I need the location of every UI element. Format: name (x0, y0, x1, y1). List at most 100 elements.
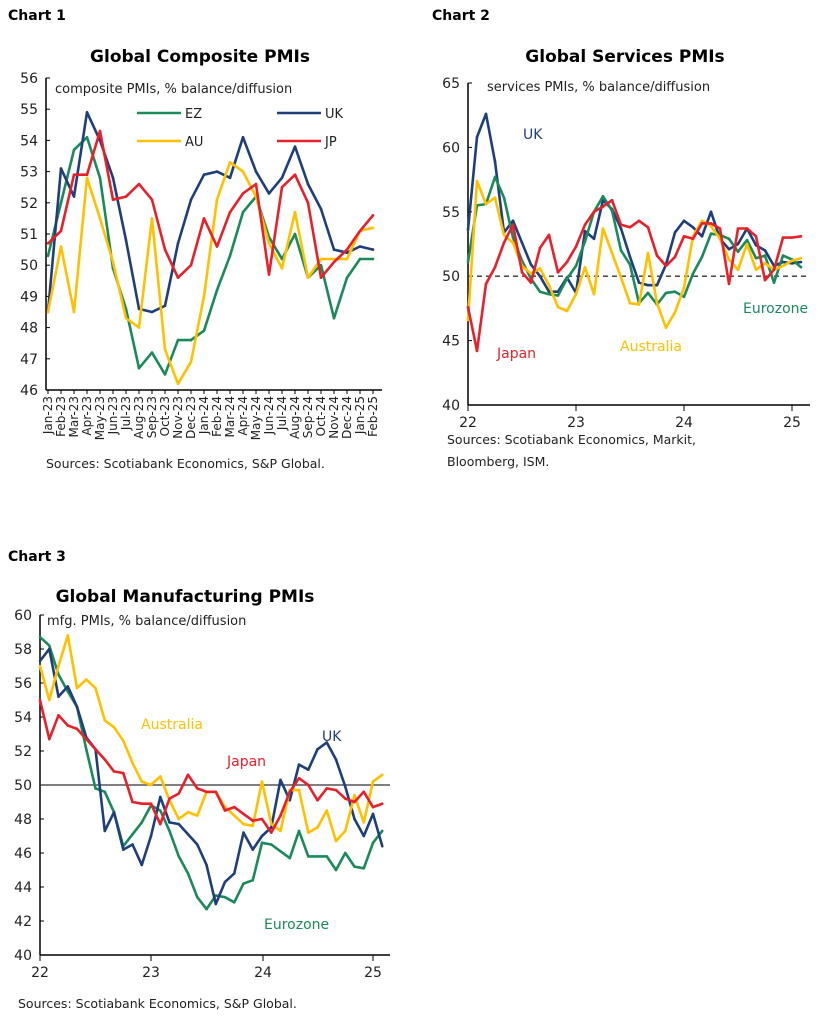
data-point-uk (267, 192, 271, 195)
source-note: Sources: Scotiabank Economics, S&P Globa… (46, 456, 325, 471)
x-tick-label: Jul-24 (275, 396, 289, 431)
data-point-japan (619, 223, 623, 226)
data-point-uk (57, 695, 60, 698)
data-point-uk (288, 799, 292, 802)
data-point-australia (84, 678, 88, 681)
series-line-uk (466, 112, 802, 295)
data-point-japan (655, 254, 659, 257)
data-point-eurozone (103, 790, 107, 794)
data-point-eurozone (763, 254, 767, 257)
data-point-eurozone (316, 855, 319, 858)
data-point-australia (380, 773, 384, 777)
data-point-japan (673, 255, 677, 259)
data-point-uk (202, 173, 206, 177)
x-tick-label: Mar-24 (223, 396, 237, 437)
data-point-japan (57, 714, 60, 717)
y-tick-label: 46 (20, 383, 38, 399)
y-tick-label: 54 (14, 710, 32, 726)
data-point-uk (306, 768, 310, 771)
data-point-eurozone (565, 277, 569, 281)
data-point-uk (345, 251, 349, 255)
chart-number-label: Chart 2 (432, 8, 490, 24)
data-point-australia (66, 634, 70, 637)
data-point-uk (269, 826, 273, 829)
data-point-australia (619, 276, 623, 279)
data-point-eurozone (673, 290, 677, 293)
data-point-uk (176, 242, 180, 245)
data-point-australia (538, 267, 542, 270)
data-point-japan (297, 776, 301, 780)
chart-title: Global Manufacturing PMIs (56, 587, 315, 607)
legend-label: JP (324, 135, 337, 150)
data-point-uk (646, 283, 650, 287)
x-tick-label: 23 (567, 415, 585, 431)
data-point-jp (215, 245, 219, 248)
data-point-japan (306, 783, 310, 787)
data-point-ez (345, 276, 349, 279)
data-point-ez (163, 373, 167, 376)
data-point-japan (158, 822, 162, 826)
data-point-uk (682, 219, 686, 223)
data-point-uk (673, 231, 677, 234)
data-point-australia (781, 264, 785, 268)
data-point-au (280, 267, 284, 270)
data-point-japan (520, 271, 524, 274)
chart-subtitle: mfg. PMIs, % balance/diffusion (47, 614, 246, 629)
data-point-uk (215, 170, 219, 173)
y-tick-label: 52 (20, 196, 38, 212)
data-point-ez (189, 338, 193, 342)
data-point-japan (664, 264, 668, 268)
data-point-eurozone (158, 809, 162, 812)
x-tick-label: Aug-23 (132, 396, 146, 439)
data-point-australia (232, 814, 236, 817)
data-point-japan (547, 233, 551, 237)
legend-item-jp: JP (277, 135, 337, 150)
data-point-australia (94, 686, 97, 690)
data-point-japan (47, 737, 51, 741)
data-point-au (98, 217, 102, 220)
data-point-uk (538, 274, 542, 278)
series-label-australia: Australia (620, 339, 682, 355)
data-point-eurozone (242, 882, 245, 885)
data-point-uk (358, 245, 362, 248)
chart-number-label: Chart 1 (8, 8, 66, 24)
data-point-uk (168, 821, 171, 824)
data-point-australia (628, 301, 632, 305)
y-tick-label: 48 (20, 321, 38, 337)
data-point-ez (176, 338, 180, 342)
data-point-au (332, 257, 336, 261)
data-point-uk (592, 237, 596, 241)
data-point-uk (177, 822, 181, 826)
data-point-uk (251, 848, 255, 851)
data-point-uk (547, 290, 551, 293)
data-point-japan (745, 227, 749, 230)
data-point-eurozone (94, 787, 97, 790)
data-point-eurozone (556, 294, 560, 297)
data-point-uk (131, 843, 134, 846)
data-point-uk (223, 880, 227, 884)
data-point-uk (59, 167, 63, 170)
y-tick-label: 60 (14, 608, 32, 624)
x-tick-label: 25 (364, 965, 382, 981)
data-point-uk (316, 748, 319, 751)
data-point-uk (121, 848, 125, 851)
data-point-eurozone (279, 850, 282, 853)
data-point-uk (306, 182, 310, 186)
data-point-japan (325, 787, 329, 790)
data-point-eurozone (371, 841, 375, 845)
data-point-australia (195, 814, 199, 817)
data-point-uk (736, 242, 740, 246)
data-point-uk (529, 263, 533, 266)
data-point-australia (763, 262, 767, 265)
y-tick-label: 40 (442, 398, 460, 414)
data-point-au (46, 310, 50, 314)
data-point-jp (176, 276, 180, 279)
x-tick-label: Apr-24 (236, 396, 250, 436)
data-point-uk (371, 248, 375, 251)
x-tick-label: 22 (459, 415, 477, 431)
data-point-japan (583, 223, 587, 226)
data-point-uk (466, 228, 470, 232)
data-point-uk (280, 176, 284, 180)
data-point-au (150, 217, 154, 220)
data-point-uk (163, 304, 167, 308)
